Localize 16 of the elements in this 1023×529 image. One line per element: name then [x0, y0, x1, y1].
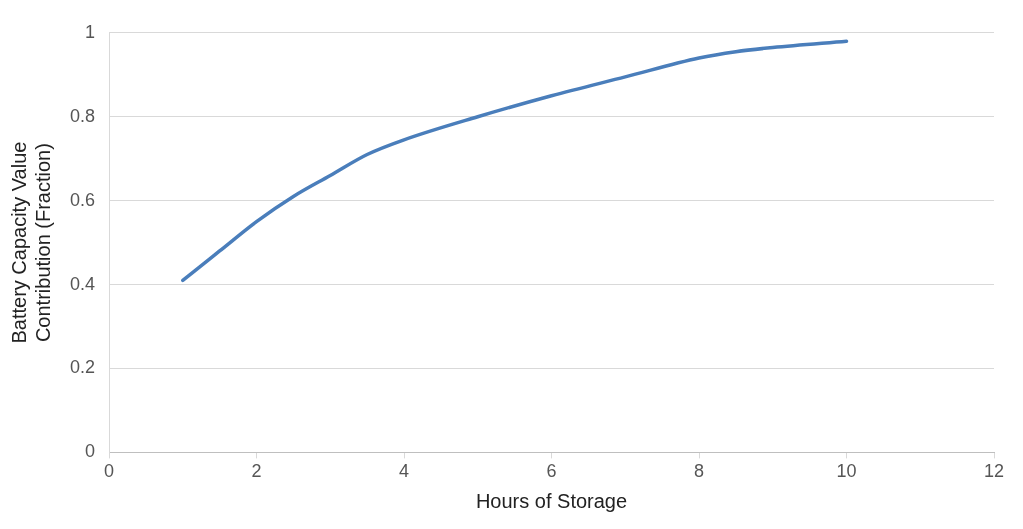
y-tick-label: 0: [85, 441, 96, 462]
x-tick-label: 0: [104, 461, 115, 482]
y-tick-label: 0.2: [69, 357, 96, 378]
y-axis-title: Battery Capacity Value Contribution (Fraction): [7, 141, 54, 344]
x-axis-title: Hours of Storage: [475, 489, 628, 512]
y-tick-label: 0.8: [69, 105, 96, 126]
x-tick-label: 2: [251, 461, 262, 482]
y-tick-label: 0.4: [69, 273, 96, 294]
x-tick-label: 12: [983, 461, 1005, 482]
x-tick-label: 4: [399, 461, 410, 482]
y-tick-label: 0.6: [69, 189, 96, 210]
y-tick-label: 1: [85, 21, 96, 42]
line-series: [181, 39, 849, 283]
x-tick-label: 10: [836, 461, 857, 482]
x-tick-label: 6: [546, 461, 557, 482]
x-tick-label: 8: [694, 461, 705, 482]
